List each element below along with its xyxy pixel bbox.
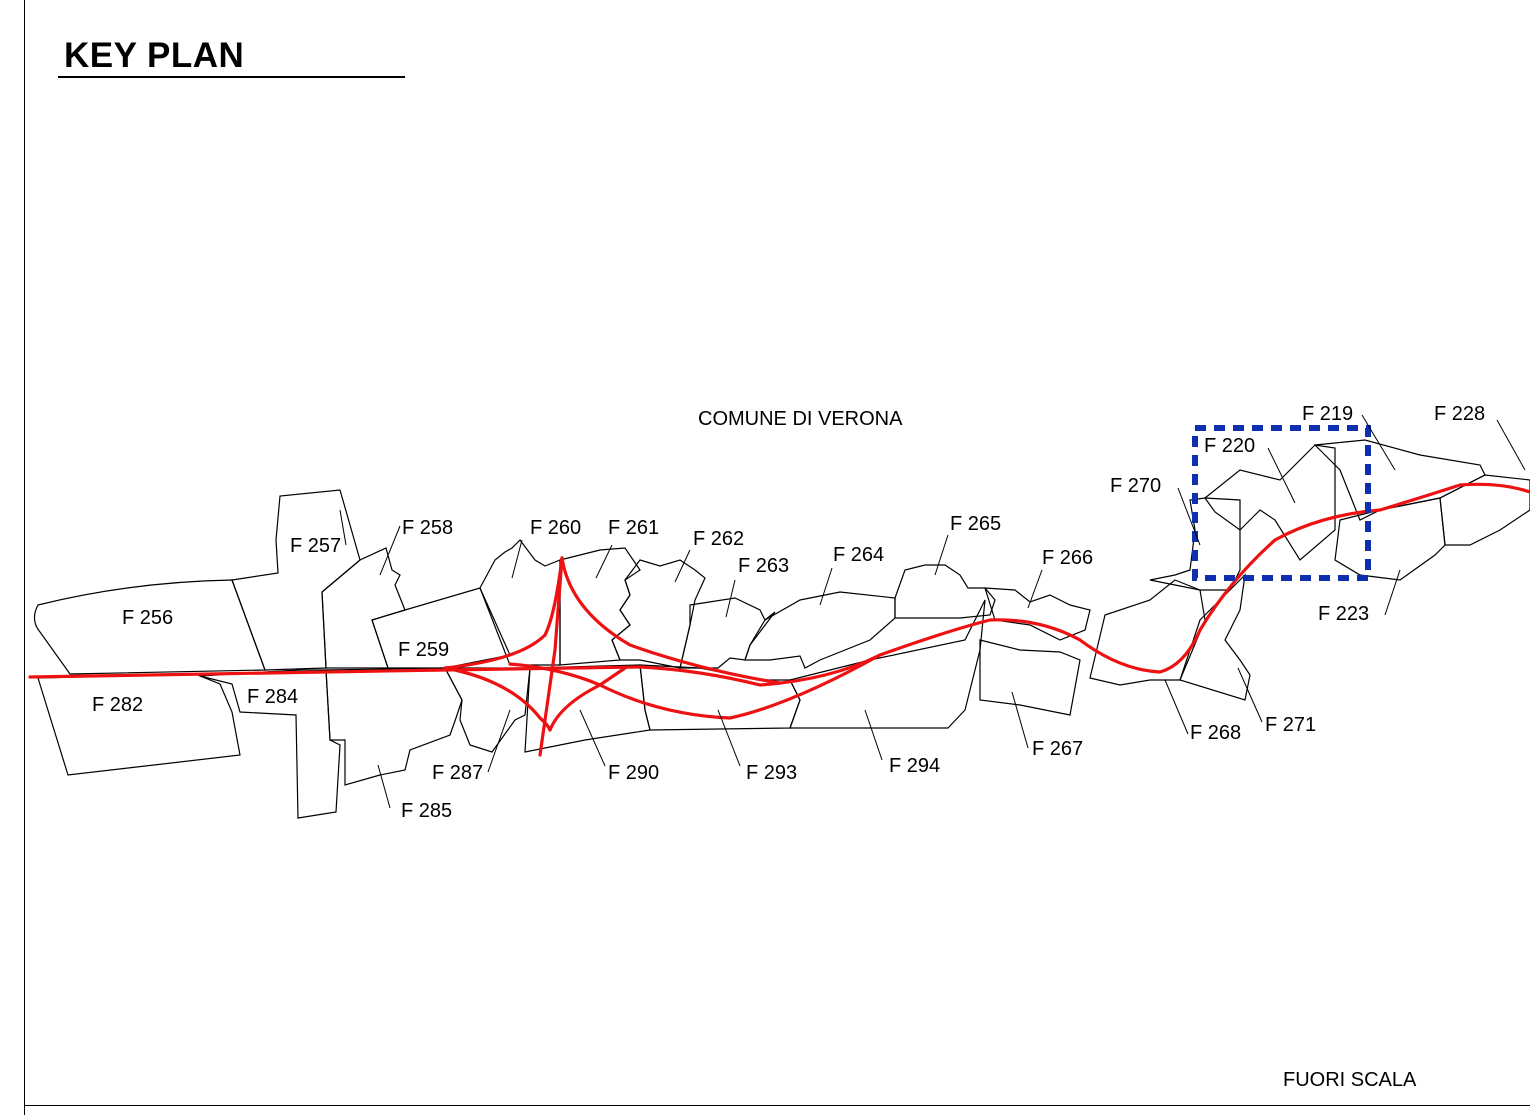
leader-f262 <box>674 549 691 583</box>
parcel-f263 <box>679 597 776 669</box>
label-f264: F 264 <box>833 544 884 566</box>
parcel-f262 <box>611 559 706 669</box>
parcel-f256 <box>33 579 266 675</box>
leader-f223 <box>1384 569 1401 616</box>
label-f284: F 284 <box>247 686 298 708</box>
leader-f271 <box>1237 667 1263 723</box>
leader-f265 <box>934 534 949 576</box>
leader-f228 <box>1496 419 1526 471</box>
route-ramp-south <box>548 653 882 732</box>
label-f257: F 257 <box>290 535 341 557</box>
current-sheet-highlight-box <box>1192 425 1371 581</box>
parcel-f260 <box>479 539 561 666</box>
label-f262: F 262 <box>693 528 744 550</box>
leader-f220 <box>1267 447 1296 504</box>
parcel-f257 <box>231 489 361 671</box>
parcel-f267 <box>979 639 1081 716</box>
label-f270: F 270 <box>1110 475 1161 497</box>
leader-f264 <box>819 567 833 606</box>
leader-f260 <box>511 539 523 579</box>
leader-f285 <box>377 764 391 809</box>
leader-f257 <box>339 509 347 546</box>
municipality-label: COMUNE DI VERONA <box>698 408 903 430</box>
label-f259: F 259 <box>398 639 449 661</box>
leader-f287 <box>487 709 511 773</box>
parcel-f266 <box>984 587 1091 641</box>
scale-note: FUORI SCALA <box>1283 1069 1417 1091</box>
label-f294: F 294 <box>889 755 940 777</box>
label-f290: F 290 <box>608 762 659 784</box>
label-f223: F 223 <box>1318 603 1369 625</box>
leader-f293 <box>717 709 741 767</box>
leader-f290 <box>579 709 606 767</box>
label-f228: F 228 <box>1434 403 1485 425</box>
parcel-f223 <box>1334 497 1446 581</box>
leader-f294 <box>864 709 883 761</box>
frame-bottom-border <box>24 1105 1530 1106</box>
label-f282: F 282 <box>92 694 143 716</box>
leader-f261 <box>595 544 613 579</box>
label-f266: F 266 <box>1042 547 1093 569</box>
label-f287: F 287 <box>432 762 483 784</box>
parcel-f271 <box>1179 573 1251 701</box>
map-labels: COMUNE DI VERONA FUORI SCALA F 256 F 257… <box>92 403 1485 1091</box>
key-plan-title: KEY PLAN <box>64 36 245 75</box>
parcel-outlines <box>33 439 1530 819</box>
parcel-f258 <box>321 547 406 669</box>
parcel-f220 <box>1204 444 1336 561</box>
route-ramp-inner <box>508 662 627 687</box>
leader-f268 <box>1164 679 1189 735</box>
parcel-f265 <box>894 564 996 619</box>
label-f285: F 285 <box>401 800 452 822</box>
label-f271: F 271 <box>1265 714 1316 736</box>
label-f260: F 260 <box>530 517 581 539</box>
label-f293: F 293 <box>746 762 797 784</box>
parcel-f294 <box>789 599 986 729</box>
route-mainline <box>28 482 1530 687</box>
label-f267: F 267 <box>1032 738 1083 760</box>
parcel-f219 <box>1313 439 1486 521</box>
parcel-f287 <box>444 667 531 753</box>
label-f258: F 258 <box>402 517 453 539</box>
title-underline <box>58 76 405 78</box>
route-ramp-cross <box>538 556 564 757</box>
frame-left-border <box>24 0 25 1115</box>
leader-f219 <box>1361 414 1396 471</box>
leader-f263 <box>725 579 736 618</box>
route-alignment <box>28 482 1530 757</box>
parcel-f268 <box>1089 579 1206 686</box>
parcel-f284 <box>199 669 341 819</box>
parcel-f228 <box>1439 474 1530 546</box>
label-f219: F 219 <box>1302 403 1353 425</box>
label-f268: F 268 <box>1190 722 1241 744</box>
leader-f258 <box>379 525 401 576</box>
route-ramp-north-west <box>443 556 564 670</box>
parcel-f282 <box>37 673 241 776</box>
route-ramp-north-east <box>560 556 782 685</box>
leader-f267 <box>1011 691 1029 749</box>
label-leader-lines <box>339 414 1526 809</box>
label-f261: F 261 <box>608 517 659 539</box>
label-f256: F 256 <box>122 607 173 629</box>
route-ramp-south-west <box>443 666 552 732</box>
label-f265: F 265 <box>950 513 1001 535</box>
parcel-f264 <box>744 591 896 669</box>
label-f263: F 263 <box>738 555 789 577</box>
leader-f266 <box>1027 569 1043 609</box>
parcel-f261 <box>559 547 641 666</box>
label-f220: F 220 <box>1204 435 1255 457</box>
leader-f270 <box>1177 487 1201 546</box>
